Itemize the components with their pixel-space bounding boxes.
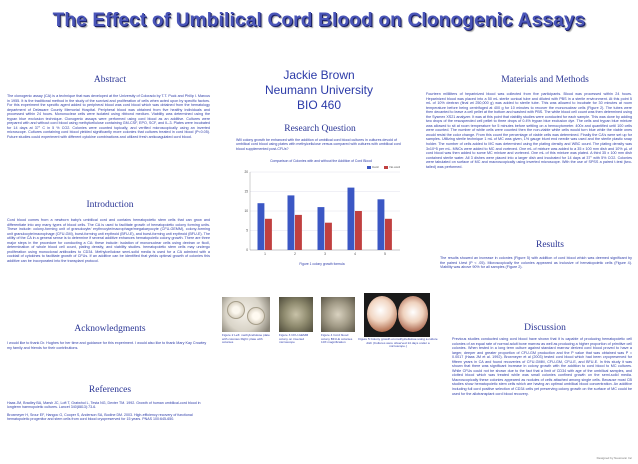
y-tick-label: 5 [246,229,248,233]
figure5-caption: Figure 5 Colony growth on methylcellulos… [358,337,438,349]
culture-dish-photo [364,293,430,337]
abstract-heading: Abstract [93,75,127,85]
chart-bar [325,222,332,250]
plate-photo [222,297,270,332]
research-question-heading: Research Question [284,124,356,134]
materials-heading: Materials and Methods [501,75,589,85]
legend-label: Cord [371,165,379,169]
author-block: Jackie Brown Neumann University BIO 460 [224,68,414,113]
chart-title: Comparison of Colonies with and without … [270,159,372,163]
author-name: Jackie Brown [283,68,355,82]
x-tick-label: 2 [294,252,296,256]
legend-item-cord: Cord [366,165,379,169]
footer-credit: Designed by Neumann Inc [596,456,632,460]
introduction-heading: Introduction [86,200,134,210]
results-text: The results showed an increase in coloni… [440,256,632,270]
chart-bar [355,211,362,250]
acknowledgments-text: I would like to thank Dr. Hughes for her… [7,341,207,350]
materials-text: Fourteen milliliters of heparinized bloo… [426,92,632,169]
introduction-text: Cord blood comes from a newborn baby's u… [7,218,210,263]
microscope-photo-1 [279,297,313,332]
reference-item: Broxmeyer H, Srour EF, Hangoc G, Cooper … [7,412,193,422]
y-tick-label: 15 [244,190,248,194]
petri-dish-right [247,307,265,325]
acknowledgments-heading: Acknowledgments [74,324,146,334]
x-tick-label: 1 [264,252,266,256]
chart-bar [377,199,385,250]
chart-bar [317,207,325,250]
petri-dish-left [227,301,245,319]
references-heading: References [88,385,132,395]
legend-item-no-cord: No cord [384,165,400,169]
figure3-caption: Figure 3 CFU-GEMM colony on inverted mic… [279,333,309,345]
x-tick-label: 5 [384,252,386,256]
figure1-caption: Figure 1 colony growth formula [299,262,345,266]
abstract-text: The clonogenic assay (CA) is a technique… [7,94,210,139]
chart-bar [287,195,295,250]
chart-bar [265,218,272,250]
poster-title: The Effect of Umbilical Cord Blood on Cl… [52,10,586,31]
chart-plot: 0 5 10 15 20 1 2 3 4 5 [244,170,400,256]
chart-bar [257,203,265,250]
chart-bar [347,187,355,250]
discussion-text: Previous studies conducted using cord bl… [452,337,632,396]
legend-swatch [366,165,371,169]
chart-legend: Cord No cord [366,165,400,169]
y-tick-label: 0 [246,248,248,252]
culture-dish-right [398,296,428,332]
y-tick-label: 20 [244,170,248,174]
chart-bar [295,214,302,250]
research-question-text: Will colony growth be enhanced with the … [236,138,401,151]
chart-bar [385,218,392,250]
discussion-heading: Discussion [524,323,566,333]
x-tick-label: 3 [324,252,326,256]
reference-item: Haas JM, Bradley BA, Marsh JC, Loft T, G… [7,401,201,410]
results-heading: Results [536,240,564,250]
figure2-caption: Figure 2 Left: methylcellulose plate wit… [222,333,270,345]
figure4-caption: Figure 4 Cord blood colony BFU-E colonie… [321,333,353,345]
microscope-photo-2 [321,297,355,332]
y-tick-label: 10 [244,209,248,213]
legend-swatch [384,165,389,169]
legend-label: No cord [389,165,400,169]
references-list: Haas JM, Bradley BA, Marsh JC, Loft T, G… [7,401,210,456]
author-school: Neumann University [264,83,374,97]
culture-dish-left [367,296,397,332]
author-course: BIO 460 [296,98,342,112]
x-tick-label: 4 [354,252,356,256]
colony-chart: Comparison of Colonies with and without … [236,159,406,260]
